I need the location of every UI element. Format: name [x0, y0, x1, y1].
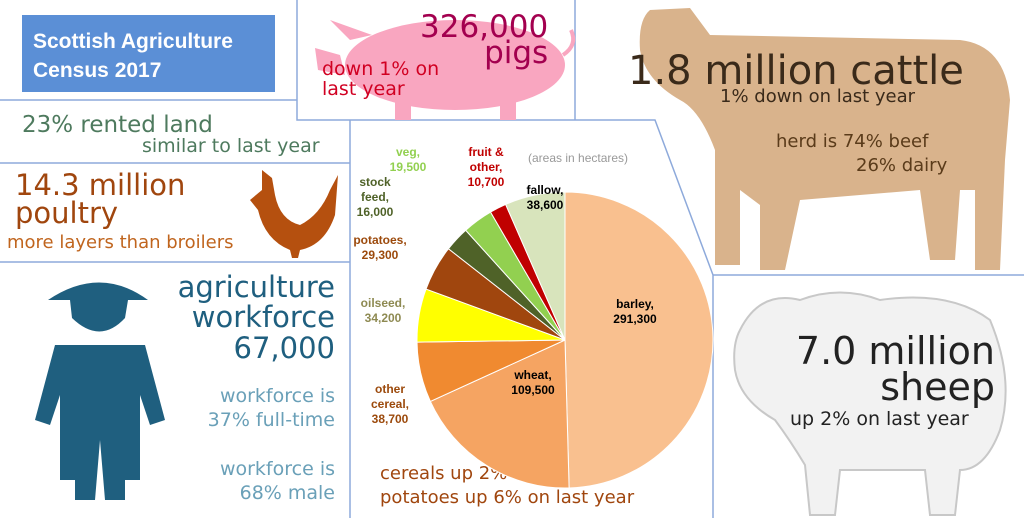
- workforce-line: agriculture: [177, 270, 335, 304]
- pie-note: (areas in hectares): [528, 151, 629, 165]
- pig-change: down 1% on last year: [322, 58, 440, 100]
- slice-category: barley,: [616, 297, 654, 311]
- cattle-change: 1% down on last year: [720, 86, 916, 107]
- slice-value: 10,700: [467, 175, 505, 189]
- slice-category: other cereal,: [370, 382, 410, 411]
- slice-label: potatoes, 29,300: [352, 233, 408, 263]
- sheep-line: 7.0 million: [795, 329, 995, 373]
- slice-value: 29,300: [361, 248, 399, 262]
- workforce-title: agriculture workforce 67,000: [160, 270, 335, 365]
- slice-category: potatoes,: [353, 233, 407, 247]
- pie-slice: [564, 191, 714, 489]
- slice-category: fruit & other,: [468, 145, 504, 174]
- slice-label: other cereal, 38,700: [362, 382, 418, 427]
- cow: [639, 8, 1010, 270]
- pig-change-line: down 1% on: [322, 58, 440, 80]
- title-line: Scottish Agriculture: [33, 30, 233, 53]
- sheep: [733, 291, 1007, 516]
- poultry-note: more layers than broilers: [7, 232, 234, 253]
- slice-category: veg,: [395, 145, 420, 159]
- workforce-line: workforce: [191, 300, 335, 335]
- slice-value: 38,700: [371, 412, 409, 426]
- slice-value: 34,200: [364, 311, 402, 325]
- poultry-line: 14.3 million: [15, 168, 186, 202]
- pig-change-line: last year: [322, 77, 405, 100]
- pig-unit: pigs: [484, 35, 549, 72]
- footer-line: potatoes up 6% on last year: [380, 487, 635, 509]
- workforce-male: workforce is 68% male: [160, 458, 335, 506]
- slice-label: barley, 291,300: [600, 297, 670, 327]
- workforce-line: workforce is: [219, 458, 335, 480]
- sheep-change: up 2% on last year: [790, 408, 969, 430]
- slice-category: stock feed,: [359, 175, 391, 204]
- pig-count: 326,000 pigs: [420, 9, 549, 72]
- workforce-line: 68% male: [239, 481, 335, 504]
- slice-value: 16,000: [356, 205, 394, 219]
- slice-value: 291,300: [613, 312, 657, 326]
- sheep-count: 7.0 million sheep: [760, 329, 995, 410]
- cattle-count: 1.8 million cattle: [628, 48, 964, 94]
- workforce-fulltime: workforce is 37% full-time: [160, 385, 335, 433]
- slice-value: 109,500: [511, 383, 555, 397]
- workforce-line: 67,000: [233, 330, 335, 365]
- slice-label: stock feed, 16,000: [347, 175, 403, 220]
- land-rented: 23% rented land: [22, 112, 213, 138]
- farmer: [35, 282, 165, 500]
- cattle-beef: herd is 74% beef: [776, 131, 929, 152]
- slice-value: 19,500: [389, 160, 427, 174]
- title: Scottish Agriculture Census 2017: [33, 27, 233, 86]
- workforce-line: 37% full-time: [207, 408, 335, 431]
- land-change: similar to last year: [142, 135, 320, 157]
- slice-category: fallow,: [526, 183, 564, 197]
- cattle-dairy: 26% dairy: [856, 155, 948, 176]
- slice-label: fruit & other, 10,700: [458, 145, 514, 190]
- slice-value: 38,600: [526, 198, 564, 212]
- poultry-line: poultry: [15, 195, 119, 230]
- pig: [315, 20, 576, 120]
- slice-label: fallow, 38,600: [510, 183, 580, 213]
- slice-label: veg, 19,500: [380, 145, 436, 175]
- chicken: [250, 170, 338, 258]
- workforce-line: workforce is: [219, 385, 335, 407]
- slice-category: wheat,: [514, 368, 552, 382]
- pie-slice: [429, 339, 570, 489]
- pig-number: 326,000: [420, 9, 549, 45]
- slice-label: oilseed, 34,200: [355, 296, 411, 326]
- pie-slice: [504, 191, 566, 341]
- title-line: Census 2017: [33, 59, 162, 83]
- slice-category: oilseed,: [360, 296, 406, 310]
- slice-label: wheat, 109,500: [498, 368, 568, 398]
- sheep-line: sheep: [880, 365, 995, 410]
- poultry-count: 14.3 million poultry: [15, 168, 186, 230]
- title-box: [22, 15, 275, 92]
